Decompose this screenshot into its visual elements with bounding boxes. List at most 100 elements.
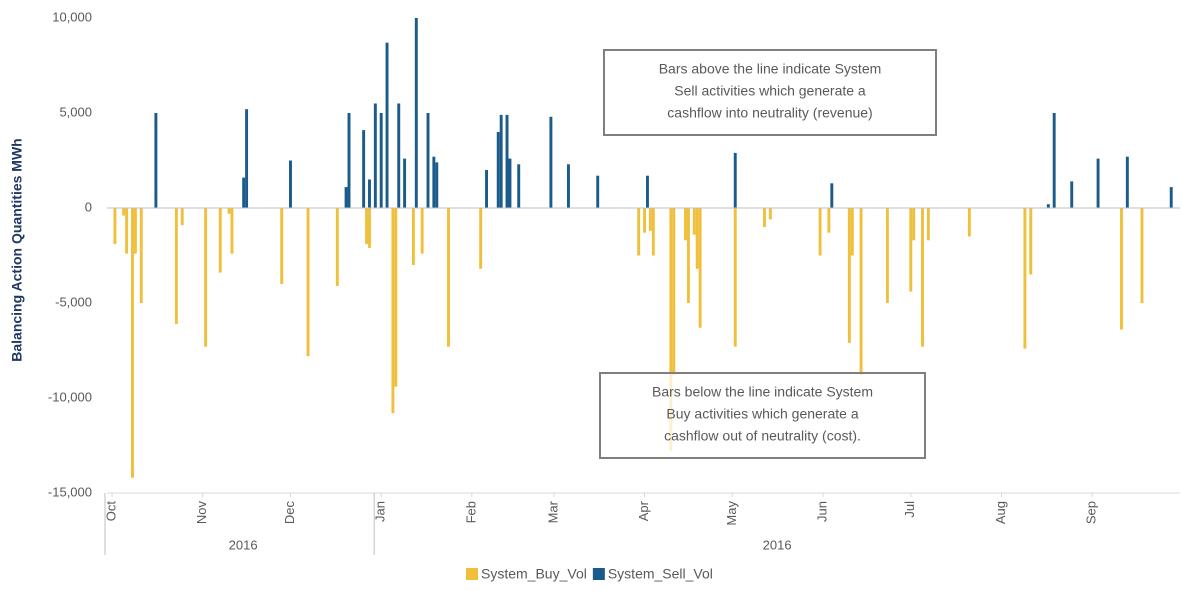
bar xyxy=(827,208,831,233)
bar xyxy=(549,116,553,208)
x-tick-label: Feb xyxy=(463,501,478,523)
bar xyxy=(414,18,418,208)
bar xyxy=(643,208,646,233)
y-tick-label: -10,000 xyxy=(48,389,92,404)
bar xyxy=(508,158,512,208)
y-tick-label: 5,000 xyxy=(59,104,92,119)
bar xyxy=(695,208,699,269)
bar xyxy=(245,109,249,208)
bar xyxy=(154,113,158,208)
bar xyxy=(227,208,231,214)
bar xyxy=(125,208,129,254)
bar xyxy=(139,208,143,303)
bar xyxy=(394,208,398,387)
bar xyxy=(672,208,676,376)
bar xyxy=(426,113,430,208)
bar xyxy=(385,42,389,209)
bar xyxy=(669,208,673,452)
bar xyxy=(1096,158,1100,208)
x-group-label: 2016 xyxy=(763,537,792,552)
bar xyxy=(403,158,407,208)
bar xyxy=(335,208,339,286)
x-tick-label: Aug xyxy=(993,501,1008,524)
bar xyxy=(435,162,439,208)
bar xyxy=(1046,204,1050,208)
bar xyxy=(912,208,916,241)
x-tick-label: Nov xyxy=(194,501,209,525)
bar xyxy=(499,114,503,208)
y-axis-title: Balancing Action Quantities MWh xyxy=(9,138,25,362)
legend-label: System_Buy_Vol xyxy=(481,566,587,582)
bar xyxy=(180,208,184,226)
bar xyxy=(885,208,889,303)
bar xyxy=(373,103,377,208)
bar xyxy=(1125,156,1129,208)
bar xyxy=(648,208,652,231)
bar xyxy=(859,208,863,376)
annotation-box xyxy=(603,49,937,136)
bar xyxy=(909,208,913,292)
bar xyxy=(1070,181,1074,208)
bar xyxy=(122,208,126,216)
bar xyxy=(289,160,292,208)
legend-label: System_Sell_Vol xyxy=(608,566,713,582)
bar xyxy=(1169,187,1173,208)
bar xyxy=(505,114,509,208)
bar xyxy=(830,183,834,208)
bar xyxy=(698,208,702,328)
annotation-text: Bars above the line indicate System xyxy=(659,61,882,77)
bar xyxy=(1140,208,1144,303)
bar xyxy=(847,208,851,343)
bar xyxy=(1052,113,1056,208)
bar xyxy=(967,208,971,237)
x-tick-label: Sep xyxy=(1084,501,1099,524)
x-tick-label: Dec xyxy=(282,501,297,525)
bar xyxy=(485,170,488,208)
legend-swatch xyxy=(466,568,478,580)
bar xyxy=(596,175,600,208)
bar xyxy=(391,208,395,414)
x-group-label: 2016 xyxy=(229,537,258,552)
bar xyxy=(651,208,655,256)
y-tick-label: -5,000 xyxy=(55,294,92,309)
bar xyxy=(646,175,649,208)
x-tick-label: Mar xyxy=(545,500,560,523)
bar xyxy=(242,177,246,208)
bar xyxy=(411,208,415,265)
y-tick-label: -15,000 xyxy=(48,484,92,499)
x-tick-label: Jul xyxy=(902,501,917,518)
bar xyxy=(926,208,930,241)
annotation-text: Bars below the line indicate System xyxy=(652,384,873,400)
bar xyxy=(230,208,234,254)
bar xyxy=(637,208,641,256)
bar xyxy=(768,208,772,220)
annotation-text: cashflow into neutrality (revenue) xyxy=(667,105,872,121)
bar xyxy=(204,208,208,347)
bar xyxy=(850,208,854,256)
bar xyxy=(733,152,737,208)
x-tick-label: Apr xyxy=(636,500,651,521)
bar xyxy=(566,164,570,208)
bar xyxy=(692,208,696,235)
x-tick-label: Jan xyxy=(373,501,388,522)
bar xyxy=(368,208,371,248)
y-tick-label: 10,000 xyxy=(52,9,92,24)
bar xyxy=(447,208,450,347)
bar xyxy=(763,208,766,227)
bar xyxy=(420,208,424,254)
bar xyxy=(218,208,222,273)
legend-swatch xyxy=(592,568,605,580)
bar xyxy=(496,132,500,208)
annotation-text: Buy activities which generate a xyxy=(666,406,858,422)
bar xyxy=(347,113,351,208)
bar xyxy=(432,156,436,208)
x-tick-label: Jun xyxy=(814,501,829,522)
bar xyxy=(517,164,521,208)
bar xyxy=(344,187,348,208)
bar xyxy=(365,208,369,245)
bar xyxy=(1120,208,1123,330)
bar xyxy=(1029,208,1033,275)
annotation-text: Sell activities which generate a xyxy=(674,83,866,99)
bar xyxy=(280,208,284,284)
